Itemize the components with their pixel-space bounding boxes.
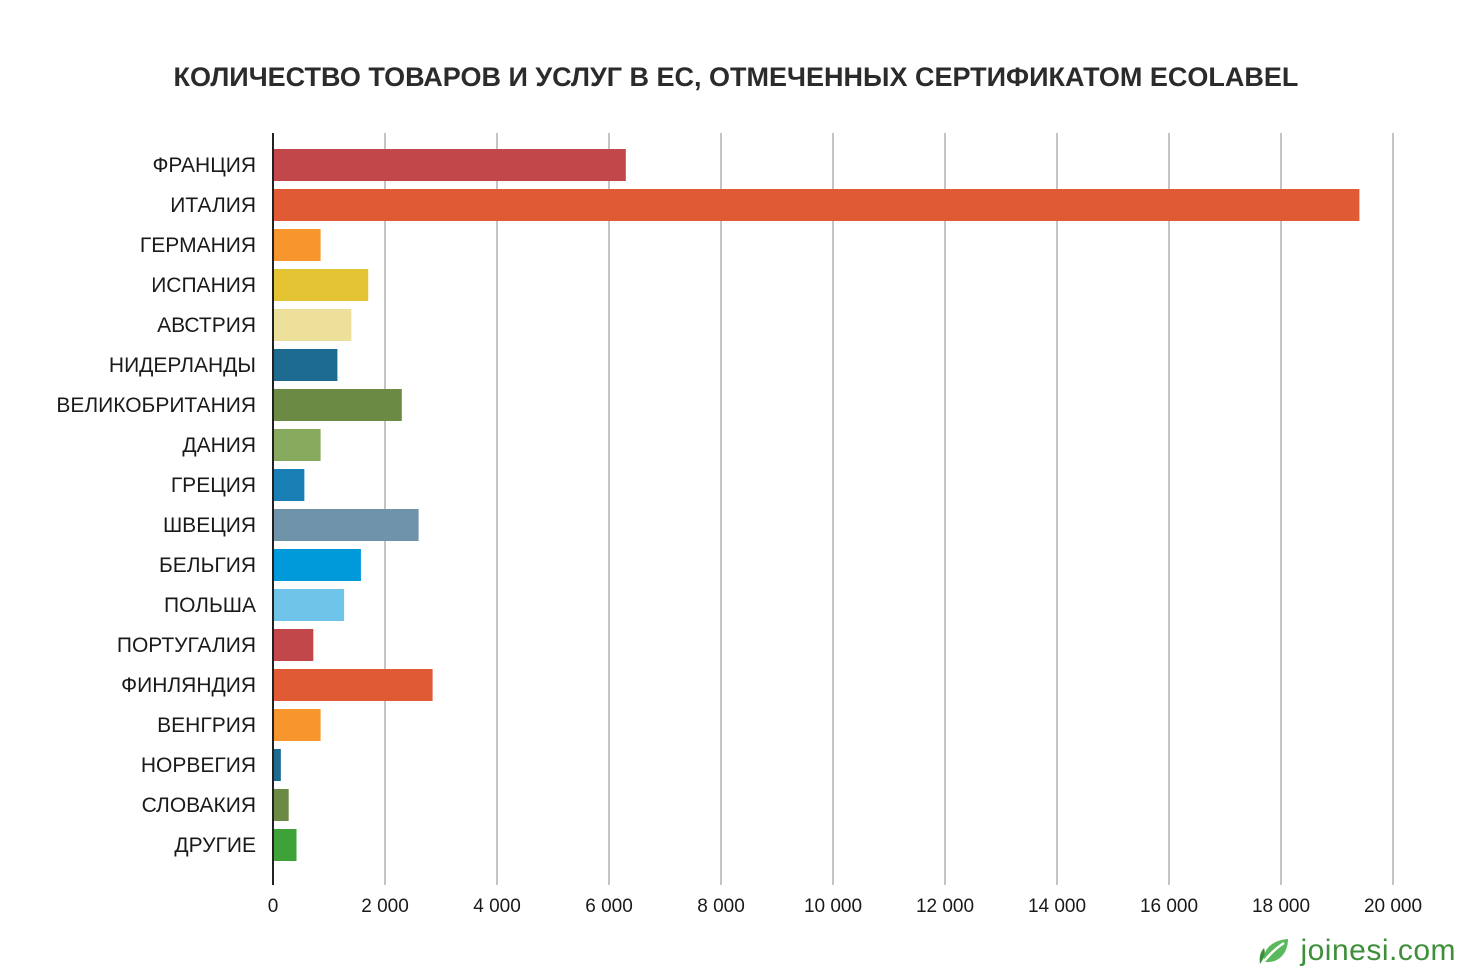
- bar: [273, 229, 321, 261]
- bar: [273, 629, 314, 661]
- bar: [273, 469, 305, 501]
- bar: [273, 509, 419, 541]
- bar: [273, 389, 402, 421]
- category-label: ПОЛЬША: [164, 594, 256, 617]
- bar: [273, 309, 352, 341]
- category-label: СЛОВАКИЯ: [142, 794, 256, 817]
- category-label: ДАНИЯ: [182, 434, 256, 457]
- x-tick-label: 8 000: [697, 896, 745, 917]
- category-label: АВСТРИЯ: [157, 314, 256, 337]
- bar: [273, 829, 297, 861]
- x-tick-label: 0: [268, 896, 279, 917]
- x-tick-label: 6 000: [585, 896, 633, 917]
- category-label: ГЕРМАНИЯ: [140, 234, 256, 257]
- bar: [273, 709, 321, 741]
- category-label: НОРВЕГИЯ: [141, 754, 256, 777]
- bar: [273, 749, 281, 781]
- bar: [273, 589, 345, 621]
- x-tick-label: 10 000: [804, 896, 862, 917]
- x-tick-labels: 0 2 000 4 000 6 000 8 000 10 000 12 000 14 000 1…: [268, 896, 1422, 917]
- bar: [273, 789, 289, 821]
- x-tick-label: 2 000: [361, 896, 409, 917]
- category-label: ДРУГИЕ: [174, 834, 256, 857]
- category-label: ПОРТУГАЛИЯ: [117, 634, 256, 657]
- bar: [273, 669, 433, 701]
- x-tick-label: 20 000: [1364, 896, 1422, 917]
- x-tick-label: 4 000: [473, 896, 521, 917]
- category-label: ФИНЛЯНДИЯ: [121, 674, 256, 697]
- x-tick-label: 12 000: [916, 896, 974, 917]
- bar: [273, 189, 1360, 221]
- x-tick-label: 18 000: [1252, 896, 1310, 917]
- x-tick-label: 14 000: [1028, 896, 1086, 917]
- leaf-icon: [1260, 939, 1289, 966]
- category-label: ГРЕЦИЯ: [171, 474, 256, 497]
- category-label: ИСПАНИЯ: [151, 274, 256, 297]
- bar: [273, 429, 321, 461]
- category-label: БЕЛЬГИЯ: [159, 554, 256, 577]
- category-label: ВЕНГРИЯ: [157, 714, 256, 737]
- bar: [273, 349, 338, 381]
- category-label: ВЕЛИКОБРИТАНИЯ: [56, 394, 256, 417]
- x-tick-label: 16 000: [1140, 896, 1198, 917]
- category-labels: ФРАНЦИЯ ИТАЛИЯ ГЕРМАНИЯ ИСПАНИЯ АВСТРИЯ НИДЕР…: [56, 154, 256, 857]
- category-label: ФРАНЦИЯ: [152, 154, 256, 177]
- category-label: НИДЕРЛАНДЫ: [109, 354, 256, 377]
- bar: [273, 149, 626, 181]
- chart-title: КОЛИЧЕСТВО ТОВАРОВ И УСЛУГ В ЕС, ОТМЕЧЕН…: [173, 62, 1299, 92]
- brand-logo: joinesi.com: [1258, 934, 1456, 968]
- grid-lines: [384, 133, 1394, 885]
- brand-text: joinesi.com: [1300, 934, 1456, 967]
- category-label: ШВЕЦИЯ: [163, 514, 256, 537]
- category-label: ИТАЛИЯ: [170, 194, 256, 217]
- bar: [273, 549, 361, 581]
- bar: [273, 269, 369, 301]
- bars: [273, 149, 1360, 861]
